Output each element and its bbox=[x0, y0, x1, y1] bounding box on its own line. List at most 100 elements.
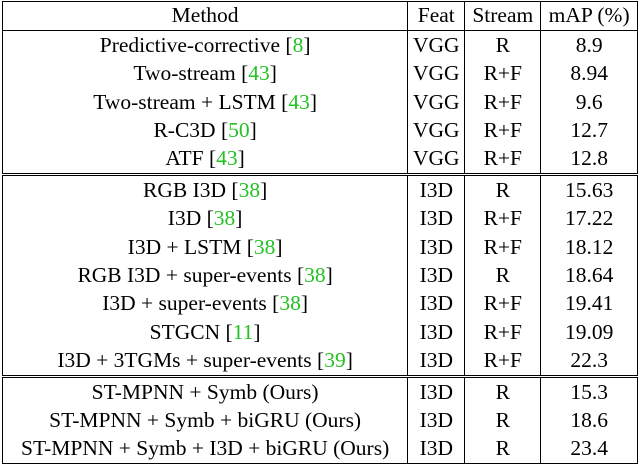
citation-link[interactable]: 39 bbox=[324, 348, 346, 373]
stream-cell: R+F bbox=[464, 289, 542, 319]
feat-cell: VGG bbox=[407, 59, 466, 89]
stream-cell: R bbox=[464, 30, 542, 60]
map-cell: 18.6 bbox=[540, 406, 638, 435]
map-cell: 18.12 bbox=[540, 233, 638, 262]
feat-cell: I3D bbox=[407, 233, 466, 262]
map-cell: 8.9 bbox=[540, 30, 638, 60]
header-map: mAP (%) bbox=[540, 0, 638, 32]
feat-cell: I3D bbox=[407, 406, 466, 435]
table-row: I3D [38] I3D R+F 17.22 bbox=[1, 204, 638, 234]
method-name: I3D + LSTM bbox=[127, 234, 242, 259]
feat-cell: I3D bbox=[407, 204, 466, 234]
method-cell: ST-MPNN + Symb + biGRU (Ours) bbox=[1, 406, 409, 435]
citation-link[interactable]: 38 bbox=[279, 291, 301, 316]
method-cell: R-C3D [50] bbox=[1, 116, 409, 145]
method-cell: ST-MPNN + Symb (Ours) bbox=[1, 375, 409, 407]
map-cell: 22.3 bbox=[540, 346, 638, 377]
table-row: RGB I3D [38] I3D R 15.63 bbox=[1, 173, 638, 205]
method-cell: RGB I3D [38] bbox=[1, 173, 409, 205]
map-cell: 8.94 bbox=[540, 59, 638, 89]
method-name: I3D + 3TGMs + super-events bbox=[57, 348, 312, 373]
citation-link[interactable]: 43 bbox=[216, 146, 238, 171]
method-name: STGCN bbox=[149, 319, 221, 344]
method-cell: I3D [38] bbox=[1, 204, 409, 234]
table-group: ST-MPNN + Symb (Ours) I3D R 15.3 ST-MPNN + S… bbox=[1, 375, 638, 464]
table-row: RGB I3D + super-events [38] I3D R 18.64 bbox=[1, 261, 638, 290]
stream-cell: R bbox=[464, 173, 542, 205]
method-name: I3D + super-events bbox=[102, 291, 267, 316]
method-cell: I3D + 3TGMs + super-events [39] bbox=[1, 346, 409, 377]
method-cell: I3D + super-events [38] bbox=[1, 289, 409, 319]
table-group: Predictive-corrective [8] VGG R 8.9 Two-stre… bbox=[1, 30, 638, 175]
method-cell: Two-stream + LSTM [43] bbox=[1, 88, 409, 117]
feat-cell: VGG bbox=[407, 144, 466, 175]
method-cell: RGB I3D + super-events [38] bbox=[1, 261, 409, 290]
feat-cell: VGG bbox=[407, 116, 466, 145]
stream-cell: R bbox=[464, 434, 542, 464]
citation-link[interactable]: 38 bbox=[238, 177, 261, 202]
table-group: RGB I3D [38] I3D R 15.63 I3D [38] I3D R+F 17.22… bbox=[1, 173, 638, 377]
feat-cell: I3D bbox=[407, 261, 466, 290]
feat-cell: VGG bbox=[407, 30, 466, 60]
table-row: ST-MPNN + Symb (Ours) I3D R 15.3 bbox=[1, 375, 638, 407]
table-row: ST-MPNN + Symb + biGRU (Ours) I3D R 18.6 bbox=[1, 406, 638, 435]
table-row: ATF [43] VGG R+F 12.8 bbox=[1, 144, 638, 175]
map-cell: 12.8 bbox=[540, 144, 638, 175]
citation-link[interactable]: 50 bbox=[228, 118, 250, 142]
method-cell: ST-MPNN + Symb + I3D + biGRU (Ours) bbox=[1, 434, 409, 464]
method-name: ST-MPNN + Symb + biGRU (Ours) bbox=[49, 407, 362, 432]
method-cell: STGCN [11] bbox=[1, 318, 409, 347]
header-feat: Feat bbox=[407, 0, 466, 32]
map-cell: 12.7 bbox=[540, 116, 638, 145]
method-name: ST-MPNN + Symb (Ours) bbox=[91, 379, 319, 404]
method-name: Two-stream + LSTM bbox=[93, 89, 276, 114]
table-row: STGCN [11] I3D R+F 19.09 bbox=[1, 318, 638, 347]
method-name: Predictive-corrective bbox=[99, 32, 281, 57]
method-name: ST-MPNN + Symb + I3D + biGRU (Ours) bbox=[20, 436, 390, 461]
map-cell: 9.6 bbox=[540, 88, 638, 117]
feat-cell: VGG bbox=[407, 88, 466, 117]
map-cell: 18.64 bbox=[540, 261, 638, 290]
table-row: I3D + 3TGMs + super-events [39] I3D R+F 22.… bbox=[1, 346, 638, 377]
feat-cell: I3D bbox=[407, 346, 466, 377]
stream-cell: R+F bbox=[464, 233, 542, 262]
map-cell: 19.09 bbox=[540, 318, 638, 347]
table-row: R-C3D [50] VGG R+F 12.7 bbox=[1, 116, 638, 145]
method-name: I3D bbox=[167, 206, 202, 231]
citation-link[interactable]: 38 bbox=[253, 234, 276, 259]
citation-link[interactable]: 43 bbox=[288, 89, 310, 114]
table-row: Predictive-corrective [8] VGG R 8.9 bbox=[1, 30, 638, 60]
stream-cell: R+F bbox=[464, 204, 542, 234]
stream-cell: R bbox=[464, 375, 542, 407]
table-row: I3D + super-events [38] I3D R+F 19.41 bbox=[1, 289, 638, 319]
method-name: R-C3D bbox=[153, 118, 216, 142]
map-cell: 23.4 bbox=[540, 434, 638, 464]
stream-cell: R bbox=[464, 406, 542, 435]
table-header: Method Feat Stream mAP (%) bbox=[1, 0, 638, 32]
table-row: Two-stream [43] VGG R+F 8.94 bbox=[1, 59, 638, 89]
method-cell: ATF [43] bbox=[1, 144, 409, 175]
method-cell: Two-stream [43] bbox=[1, 59, 409, 89]
citation-link[interactable]: 38 bbox=[304, 262, 326, 287]
stream-cell: R+F bbox=[464, 88, 542, 117]
stream-cell: R+F bbox=[464, 116, 542, 145]
method-name: RGB I3D bbox=[142, 177, 227, 202]
method-name: ATF bbox=[165, 146, 204, 171]
map-cell: 15.63 bbox=[540, 173, 638, 205]
feat-cell: I3D bbox=[407, 434, 466, 464]
stream-cell: R+F bbox=[464, 346, 542, 377]
citation-link[interactable]: 11 bbox=[232, 319, 254, 344]
feat-cell: I3D bbox=[407, 289, 466, 319]
stream-cell: R bbox=[464, 261, 542, 290]
table-row: ST-MPNN + Symb + I3D + biGRU (Ours) I3D R 2… bbox=[1, 434, 638, 464]
citation-link[interactable]: 8 bbox=[292, 32, 304, 57]
feat-cell: I3D bbox=[407, 173, 466, 205]
header-stream: Stream bbox=[464, 0, 542, 32]
stream-cell: R+F bbox=[464, 144, 542, 175]
header-row: Method Feat Stream mAP (%) bbox=[1, 0, 638, 32]
citation-link[interactable]: 43 bbox=[248, 61, 270, 86]
map-cell: 17.22 bbox=[540, 204, 638, 234]
citation-link[interactable]: 38 bbox=[213, 206, 236, 231]
map-cell: 15.3 bbox=[540, 375, 638, 407]
map-cell: 19.41 bbox=[540, 289, 638, 319]
